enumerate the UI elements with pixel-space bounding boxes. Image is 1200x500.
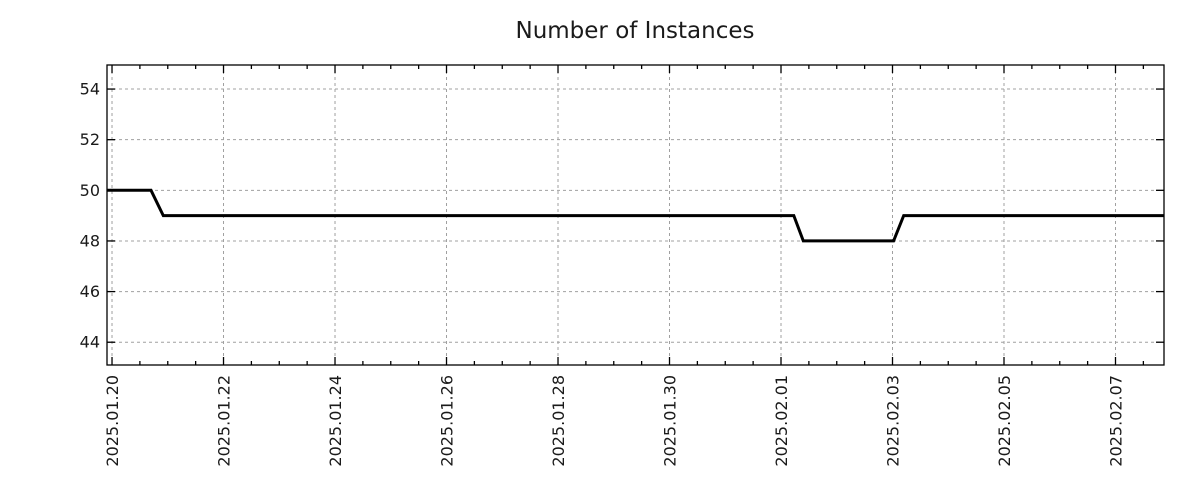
y-tick-label: 52 (80, 130, 100, 149)
x-tick-label: 2025.01.22 (215, 375, 234, 467)
x-tick-label: 2025.02.05 (995, 375, 1014, 467)
chart-title: Number of Instances (516, 18, 755, 44)
data-line (107, 188, 1164, 243)
data-series (107, 188, 1164, 243)
x-tick-label: 2025.02.03 (884, 375, 903, 467)
x-tick-label: 2025.02.01 (772, 375, 791, 467)
y-tick-label: 54 (80, 80, 100, 99)
axis-tick-labels: 2025.01.20 2025.01.22 2025.01.24 2025.01.26… (80, 80, 1126, 467)
y-tick-label: 50 (80, 181, 100, 200)
plot-border (106, 64, 1165, 366)
axis-ticks (107, 65, 1164, 365)
y-tick-label: 48 (80, 231, 100, 250)
x-tick-label: 2025.01.20 (103, 375, 122, 467)
x-tick-label: 2025.01.28 (549, 375, 568, 467)
x-tick-label: 2025.01.26 (438, 375, 457, 467)
x-tick-label: 2025.01.24 (326, 375, 345, 467)
x-tick-label: 2025.02.07 (1106, 375, 1125, 467)
x-tick-label: 2025.01.30 (661, 375, 680, 467)
y-tick-label: 44 (80, 333, 100, 352)
y-tick-label: 46 (80, 282, 100, 301)
